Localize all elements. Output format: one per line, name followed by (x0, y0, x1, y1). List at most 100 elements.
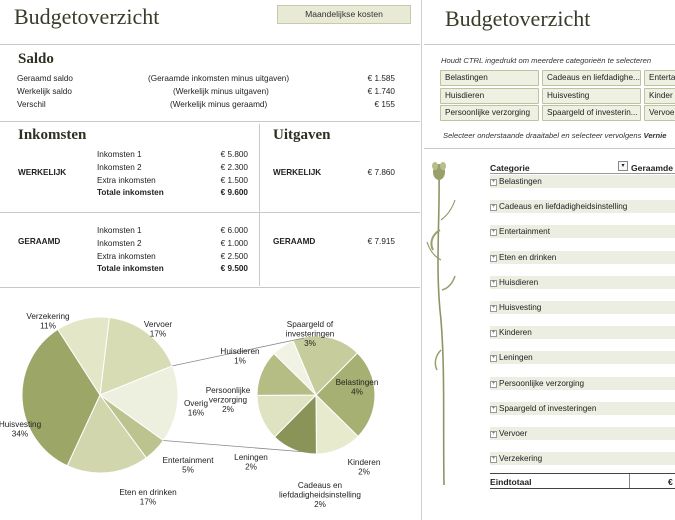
saldo-row-formula: (Werkelijk minus uitgaven) (173, 87, 269, 96)
pivot-header-geraamd: Geraamde (631, 163, 674, 173)
expand-icon[interactable]: + (490, 380, 497, 388)
income-row-value: € 1.500 (220, 176, 248, 185)
pivot-row[interactable]: + Leningen (490, 351, 675, 364)
income-row-label: Extra inkomsten (97, 176, 156, 185)
pivot-row-band (490, 351, 675, 365)
income-row-label: Extra inkomsten (97, 252, 156, 261)
divider (424, 148, 675, 149)
monthly-costs-button[interactable]: Maandelijkse kosten (277, 5, 411, 24)
pivot-row[interactable]: + Entertainment (490, 225, 675, 238)
pie-label-main: Entertainment (163, 456, 215, 465)
pie-label-secondary: Kinderen (348, 458, 381, 467)
pie-label-secondary: 2% (314, 500, 326, 509)
expand-icon[interactable]: + (490, 456, 497, 464)
page-title: Budgetoverzicht (14, 4, 160, 29)
saldo-heading: Saldo (18, 51, 54, 67)
income-row-value: € 5.800 (220, 150, 248, 159)
pivot-row[interactable]: + Huisvesting (490, 301, 675, 314)
pivot-instruction: Selecteer onderstaande draaitabel en sel… (443, 131, 666, 140)
income-row-value: € 1.000 (220, 239, 248, 248)
pivot-total-label: Eindtotaal (490, 477, 532, 487)
pivot-instruction-bold: Vernie (643, 131, 667, 140)
pie-slice-main (98, 365, 179, 442)
expand-icon[interactable]: + (490, 229, 497, 237)
budget-overview-sheet: Budgetoverzicht Maandelijkse kosten Sald… (0, 4, 420, 509)
pivot-row[interactable]: + Persoonlijke verzorging (490, 377, 675, 390)
pivot-row[interactable]: + Spaargeld of investeringen (490, 402, 675, 415)
pivot-row[interactable]: + Huisdieren (490, 276, 675, 289)
pivot-row[interactable]: + Kinderen (490, 326, 675, 339)
pie-label-secondary: Persoonlijke (206, 386, 251, 395)
saldo-row-label: Werkelijk saldo (17, 87, 72, 96)
slicer-item-huisdieren[interactable]: Huisdieren (440, 88, 539, 104)
divider (259, 124, 260, 286)
slicer-item-entertainment[interactable]: Entertai (644, 70, 675, 86)
slicer-item-vervoer[interactable]: Vervoe (644, 105, 675, 121)
pivot-row-band (490, 175, 675, 188)
divider (0, 121, 420, 122)
income-total-label: Totale inkomsten (97, 188, 164, 197)
pie-label-secondary: liefdadigheidsinstelling (279, 491, 361, 500)
pie-slice-secondary (315, 352, 376, 438)
pivot-row-band (490, 427, 675, 440)
income-row-label: Inkomsten 2 (97, 163, 142, 172)
expenses-geraamd-label: GERAAMD (273, 237, 316, 246)
saldo-row-value: € 155 (374, 100, 396, 109)
income-row-label: Inkomsten 1 (97, 226, 142, 235)
pie-label-secondary: investeringen (286, 330, 335, 339)
expand-icon[interactable]: + (490, 355, 497, 363)
pivot-row[interactable]: + Verzekering (490, 452, 675, 465)
pie-label-main: Vervoer (144, 320, 172, 329)
slicer-item-belastingen[interactable]: Belastingen (440, 70, 539, 86)
pivot-row[interactable]: + Belastingen (490, 175, 675, 188)
pivot-row-label: Leningen (499, 353, 533, 363)
pivot-row-label: Belastingen (499, 177, 542, 186)
pivot-row[interactable]: + Vervoer (490, 427, 675, 440)
income-total-label: Totale inkomsten (97, 264, 164, 273)
pivot-row[interactable]: + Eten en drinken (490, 251, 675, 264)
pivot-row-label: Verzekering (499, 454, 543, 464)
uitgaven-heading: Uitgaven (273, 127, 331, 143)
pivot-total-value: € (668, 477, 673, 487)
pie-label-main: 34% (12, 430, 28, 439)
slicer-item-persoonlijke-verzorging[interactable]: Persoonlijke verzorging (440, 105, 539, 121)
pivot-row-band (490, 301, 675, 314)
connector-line (172, 337, 305, 367)
expand-icon[interactable]: + (490, 279, 497, 287)
pie-label-main: 5% (182, 466, 194, 475)
expand-icon[interactable]: + (490, 204, 497, 212)
pivot-instruction-text: Selecteer onderstaande draaitabel en sel… (443, 131, 644, 140)
pie-label-secondary: 2% (358, 468, 370, 477)
income-row-value: € 6.000 (220, 226, 248, 235)
slicer-hint: Houdt CTRL ingedrukt om meerdere categor… (441, 56, 652, 65)
income-row-value: € 2.500 (220, 252, 248, 261)
slicer-item-spaargeld[interactable]: Spaargeld of investerin... (542, 105, 641, 121)
pie-label-secondary: verzorging (209, 396, 248, 405)
saldo-row-value: € 1.740 (367, 87, 395, 96)
pie-slice-main (57, 316, 110, 397)
pie-label-secondary: 3% (304, 339, 316, 348)
pivot-row-label: Huisdieren (499, 277, 539, 287)
expand-icon[interactable]: + (490, 179, 497, 186)
expand-icon[interactable]: + (490, 305, 497, 312)
pivot-row-band (490, 275, 675, 289)
expand-icon[interactable]: + (490, 405, 497, 413)
slicer-item-huisvesting[interactable]: Huisvesting (542, 88, 641, 104)
pie-label-main: Eten en drinken (119, 488, 177, 497)
expand-icon[interactable]: + (490, 330, 497, 338)
income-row-label: Inkomsten 2 (97, 239, 142, 248)
filter-dropdown-icon[interactable]: ▾ (618, 161, 628, 171)
expenses-werkelijk-label: WERKELIJK (273, 168, 322, 177)
pivot-row[interactable]: + Cadeaus en liefdadigheidsinstelling (490, 200, 675, 213)
slicer-item-cadeaus[interactable]: Cadeaus en liefdadighe... (542, 70, 641, 86)
pie-label-secondary: Leningen (234, 453, 268, 462)
expand-icon[interactable]: + (490, 254, 497, 262)
divider (490, 173, 675, 174)
slicer-item-kinderen[interactable]: Kinder (644, 88, 675, 104)
pivot-row-band (490, 250, 675, 264)
pivot-row-label: Vervoer (499, 429, 528, 438)
expand-icon[interactable]: + (490, 431, 497, 438)
pivot-page-title: Budgetoverzicht (445, 6, 591, 31)
pie-label-secondary: 1% (234, 357, 246, 366)
